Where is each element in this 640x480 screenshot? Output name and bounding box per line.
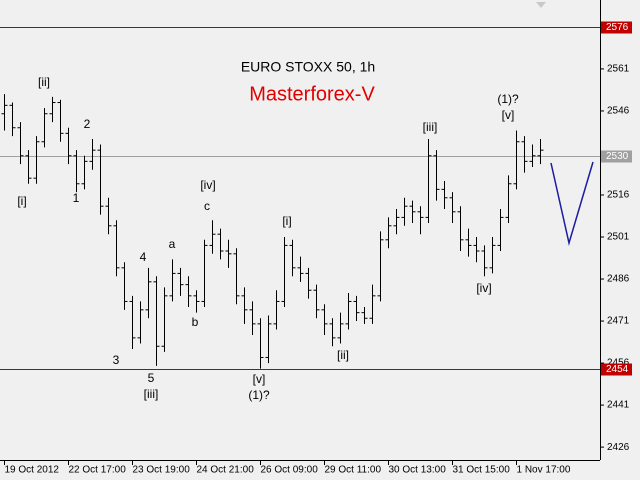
- wave-label: 4: [140, 250, 147, 264]
- wave-label: 1: [73, 191, 80, 205]
- y-tick-label: 2501: [607, 232, 630, 243]
- level-label: 2530: [606, 151, 629, 162]
- chart-title: EURO STOXX 50, 1h: [241, 59, 375, 75]
- y-tick-label: 2516: [607, 190, 630, 201]
- wave-label: c: [204, 199, 210, 213]
- wave-label: [iii]: [423, 120, 438, 134]
- wave-label: a: [169, 237, 176, 251]
- x-tick-label: 19 Oct 2012: [5, 465, 60, 476]
- x-tick-label: 23 Oct 19:00: [133, 465, 191, 476]
- wave-label: b: [192, 315, 199, 329]
- wave-label: [i]: [282, 214, 291, 228]
- x-tick-label: 29 Oct 11:00: [325, 465, 382, 476]
- wave-label: [ii]: [38, 75, 50, 89]
- forecast-path: [550, 161, 594, 246]
- wave-label: [iv]: [200, 178, 215, 192]
- level-tag: [601, 21, 632, 34]
- x-tick-label: 1 Nov 17:00: [517, 465, 571, 476]
- level-label: 2454: [606, 364, 629, 375]
- wave-label: [i]: [17, 194, 26, 208]
- wave-label: (1)?: [248, 388, 270, 402]
- wave-label: 2: [84, 117, 91, 131]
- wave-label: [ii]: [337, 348, 349, 362]
- y-tick-label: 2546: [607, 106, 630, 117]
- x-tick-label: 22 Oct 17:00: [69, 465, 127, 476]
- level-tag: [601, 150, 632, 163]
- y-tick-label: 2471: [607, 316, 630, 327]
- y-tick-label: 2441: [607, 400, 630, 411]
- y-tick-label: 2561: [607, 64, 630, 75]
- scroll-marker: [536, 2, 546, 8]
- x-tick-label: 24 Oct 21:00: [197, 465, 255, 476]
- level-tag: [601, 363, 632, 376]
- y-tick-label: 2426: [607, 442, 630, 453]
- y-tick-label: 2486: [607, 274, 630, 285]
- y-tick-label: 2456: [607, 358, 630, 369]
- level-label: 2576: [606, 22, 629, 33]
- wave-label: [iv]: [476, 281, 491, 295]
- x-tick-label: 26 Oct 09:00: [261, 465, 319, 476]
- wave-label: 3: [113, 353, 120, 367]
- wave-label: 5: [148, 371, 155, 385]
- x-tick-label: 31 Oct 15:00: [453, 465, 511, 476]
- wave-label: [v]: [253, 372, 266, 386]
- wave-label: [v]: [502, 108, 515, 122]
- x-tick-label: 30 Oct 13:00: [389, 465, 447, 476]
- chart-subtitle: Masterforex-V: [249, 83, 375, 105]
- wave-label: [iii]: [144, 387, 159, 401]
- wave-label: (1)?: [497, 92, 519, 106]
